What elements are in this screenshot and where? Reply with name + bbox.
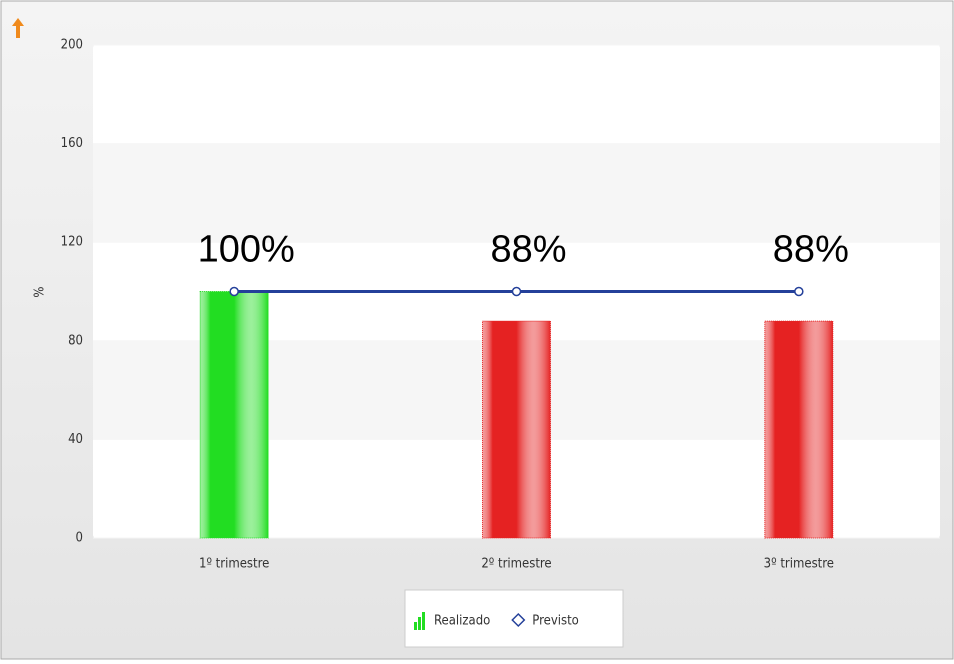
y-axis-label: % (33, 286, 48, 297)
y-tick-label: 0 (76, 531, 83, 546)
x-tick-label: 2º trimestre (481, 557, 551, 572)
bar (764, 320, 834, 539)
legend-label: Previsto (532, 614, 579, 629)
bar (199, 291, 269, 539)
y-tick-label: 120 (61, 235, 83, 250)
line-marker (229, 286, 239, 297)
bar (482, 320, 551, 539)
value-label: 88% (773, 229, 849, 271)
x-tick-label: 3º trimestre (764, 557, 834, 572)
y-tick-label: 40 (68, 432, 83, 447)
value-label: 88% (490, 229, 566, 271)
legend-icon (422, 612, 425, 630)
line-marker (511, 286, 522, 297)
grid-band (93, 143, 940, 243)
legend-icon (511, 612, 526, 628)
legend-label: Realizado (434, 614, 490, 629)
x-tick-label: 1º trimestre (199, 557, 269, 572)
y-tick-label: 200 (61, 38, 83, 53)
legend-icon (414, 622, 417, 630)
line-marker (794, 286, 804, 297)
legend-icon (418, 617, 421, 630)
y-tick-label: 80 (68, 333, 83, 348)
y-tick-label: 160 (61, 136, 83, 151)
arrow-icon[interactable] (12, 18, 24, 38)
value-label: 100% (198, 229, 295, 271)
